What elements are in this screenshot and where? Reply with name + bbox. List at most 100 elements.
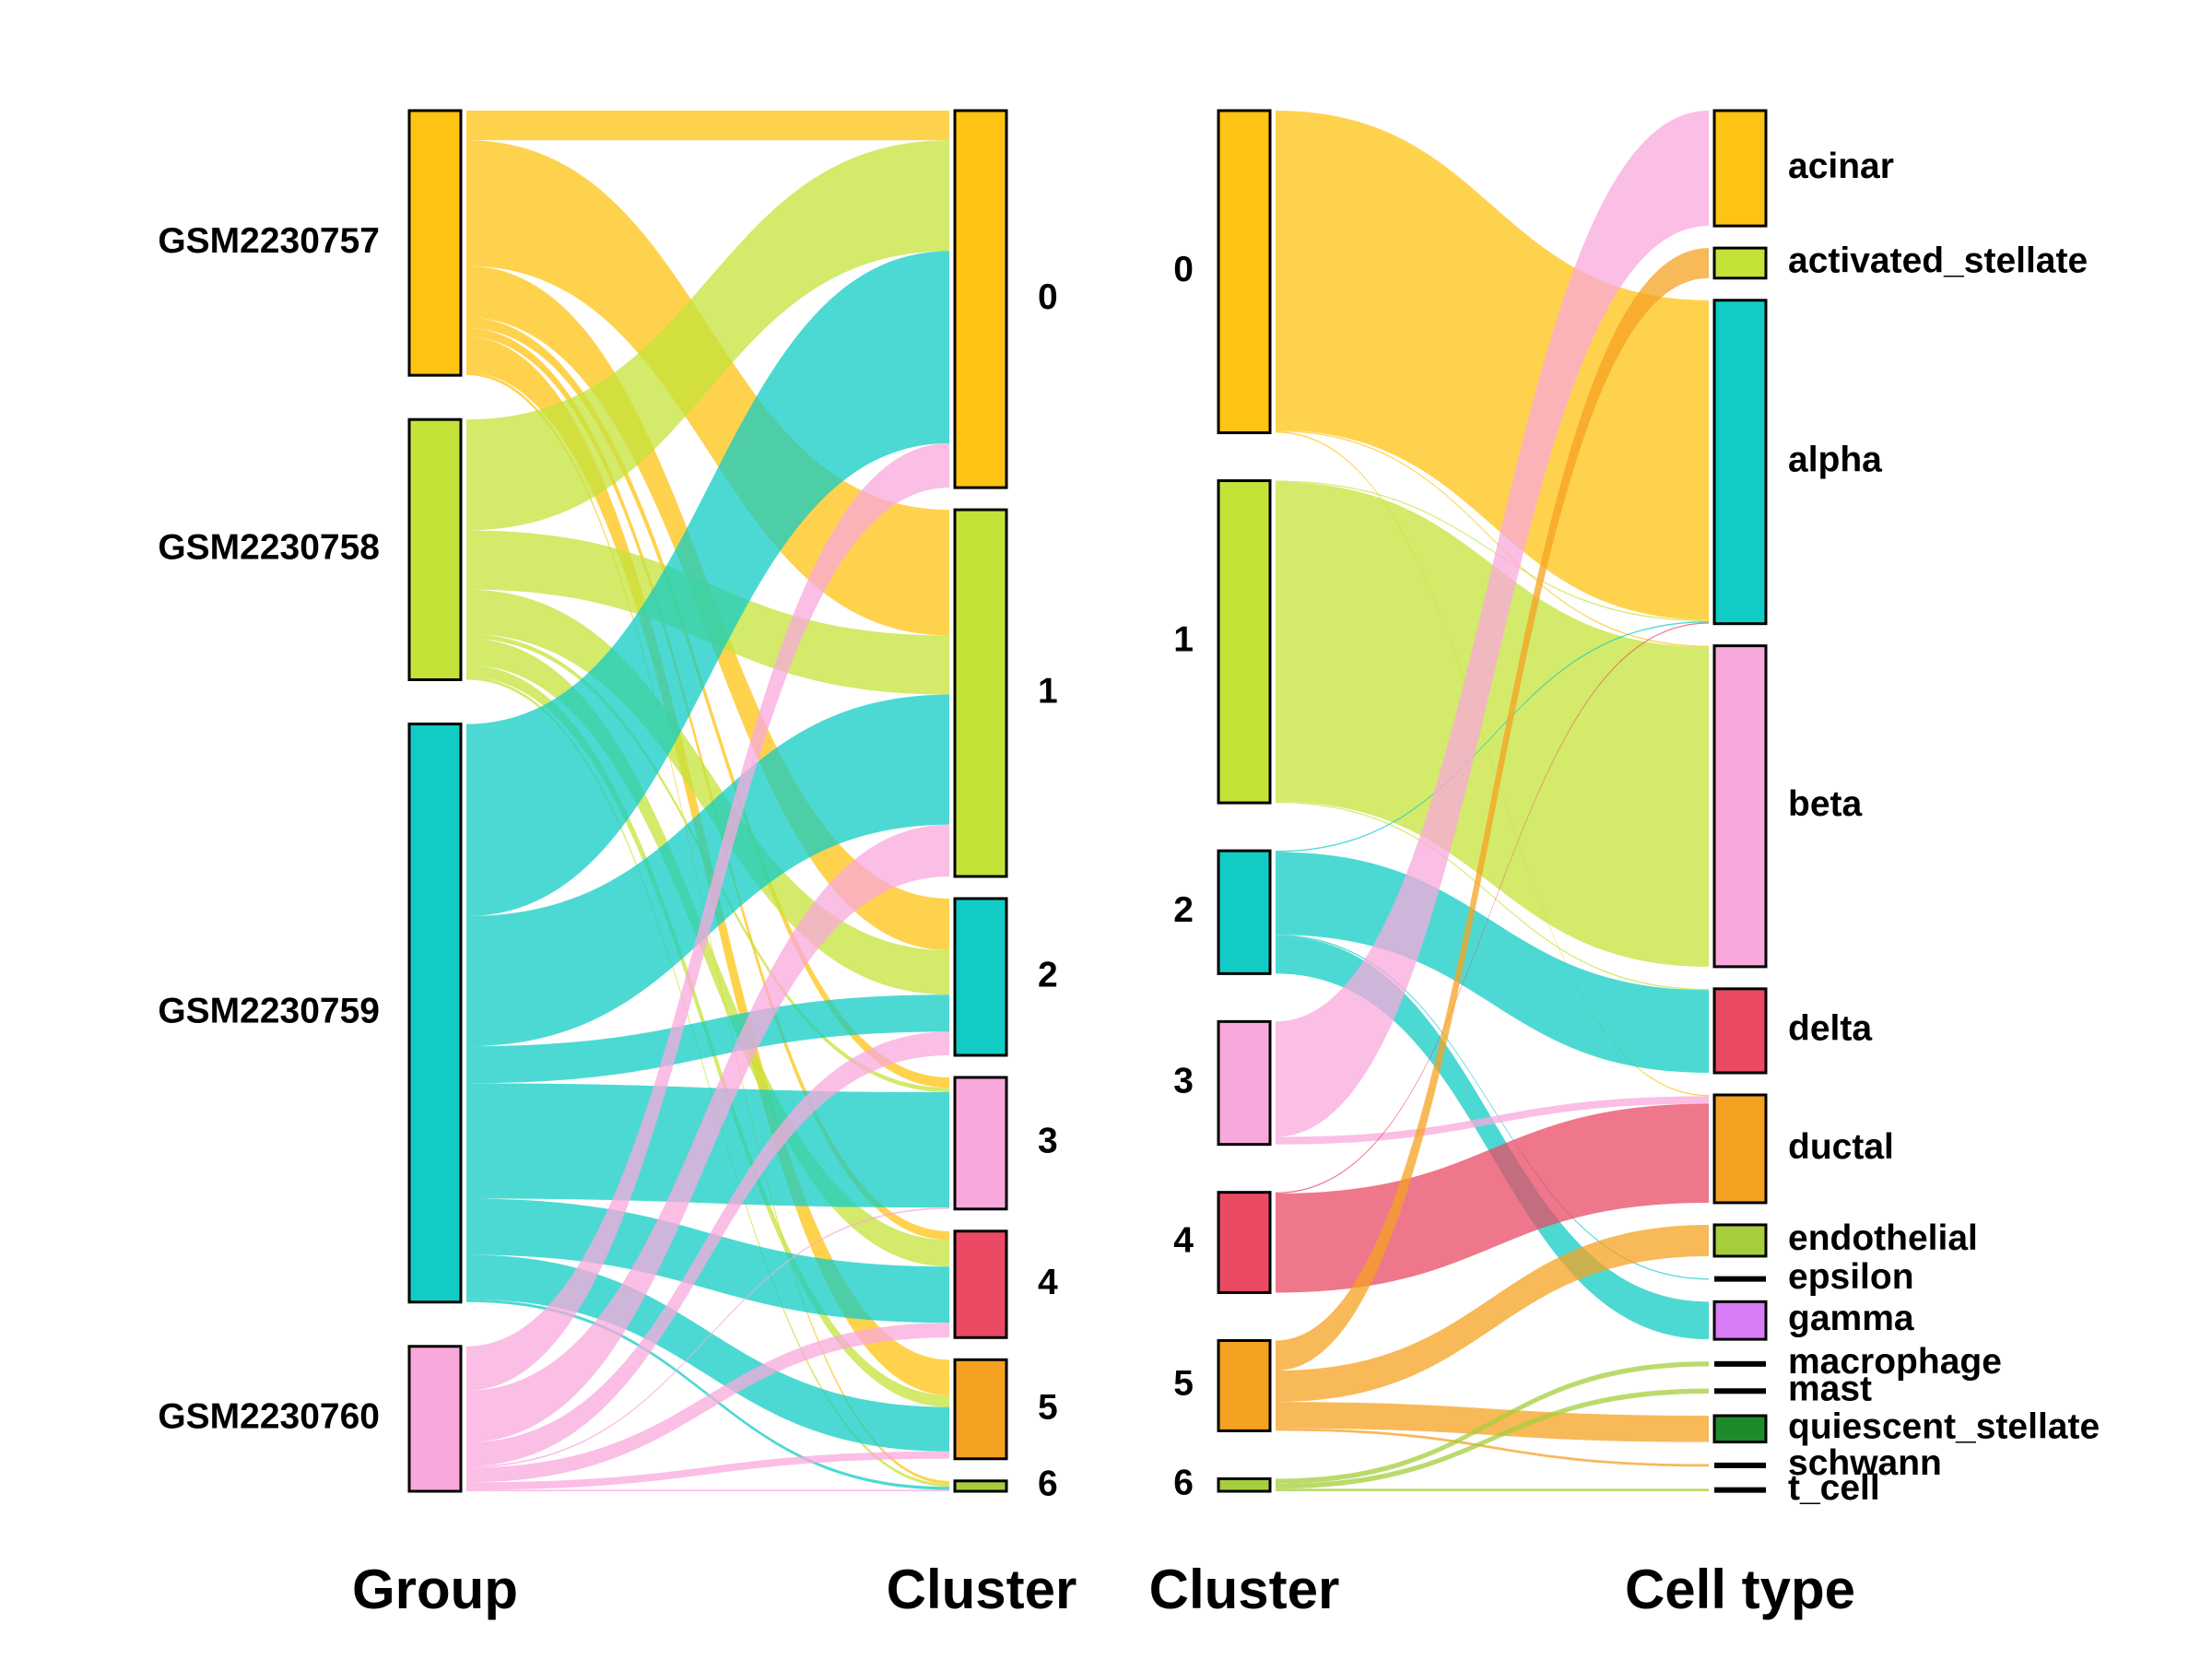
flow-0-to-beta — [1276, 429, 1709, 648]
node-5 — [1217, 1338, 1272, 1432]
flow-gsm2230759-to-5 — [466, 1254, 949, 1452]
flow-gsm2230759-to-2 — [466, 994, 949, 1084]
flow-gsm2230758-to-2 — [466, 589, 949, 995]
right-nodes: 0 1 2 3 4 5 6 — [953, 109, 1058, 1504]
flow-3-to-ductal — [1276, 1096, 1709, 1145]
node-label-delta: delta — [1788, 1009, 1872, 1049]
node-6 — [953, 1479, 1008, 1493]
node-label-4: 4 — [1038, 1263, 1058, 1302]
flow-gsm2230759-to-1 — [466, 694, 949, 1047]
flow-1-to-beta — [1276, 481, 1709, 967]
node-1 — [1217, 479, 1272, 805]
flow-5-to-endothelial — [1276, 1224, 1709, 1403]
node-label-1: 1 — [1038, 671, 1058, 711]
node-alpha — [1712, 299, 1768, 626]
flow-6-to-macrophage — [1276, 1361, 1709, 1484]
node-gsm2230758 — [407, 418, 463, 682]
flows — [466, 111, 949, 1491]
node-beta — [1712, 644, 1768, 969]
node-label-endothelial: endothelial — [1788, 1218, 1978, 1258]
node-label-epsilon: epsilon — [1788, 1257, 1914, 1297]
node-label-6: 6 — [1038, 1465, 1058, 1504]
node-gsm2230757 — [407, 109, 463, 377]
flow-gsm2230760-to-1 — [466, 824, 949, 1443]
node-label-ductal: ductal — [1788, 1127, 1894, 1167]
flows — [1276, 111, 1709, 1491]
flow-0-to-alpha — [1276, 111, 1709, 620]
node-gamma — [1712, 1300, 1768, 1341]
node-1 — [953, 508, 1008, 878]
flow-2-to-epsilon — [1276, 935, 1709, 1280]
flow-6-to-t-cell — [1276, 1488, 1709, 1491]
group-cluster-sankey: GSM2230757 GSM2230758 GSM2230759 GSM2230760… — [158, 109, 1077, 1620]
node-label-5: 5 — [1173, 1364, 1194, 1404]
node-label-macrophage: macrophage — [1788, 1342, 2002, 1382]
node-gsm2230760 — [407, 1345, 463, 1493]
node-endothelial — [1712, 1223, 1768, 1258]
flow-2-to-alpha — [1276, 620, 1709, 853]
flow-gsm2230760-to-6 — [466, 1489, 949, 1491]
node-label-2: 2 — [1038, 955, 1058, 994]
flow-gsm2230760-to-4 — [466, 1323, 949, 1483]
node-2 — [1217, 849, 1272, 975]
flow-3-to-acinar — [1276, 111, 1709, 1137]
node-label-mast: mast — [1788, 1370, 1872, 1409]
flow-gsm2230760-to-3 — [466, 1207, 949, 1468]
node-gsm2230759 — [407, 723, 463, 1304]
node-0 — [1217, 109, 1272, 435]
node-label-t-cell: t_cell — [1788, 1468, 1880, 1508]
node-label-acinar: acinar — [1788, 147, 1894, 186]
node-label-0: 0 — [1038, 277, 1058, 317]
flow-gsm2230758-to-4 — [466, 638, 949, 1267]
node-label-4: 4 — [1173, 1220, 1194, 1260]
node-macrophage — [1714, 1360, 1766, 1367]
node-5 — [953, 1358, 1008, 1461]
axis-title-cluster: Cluster — [887, 1559, 1077, 1620]
node-label-3: 3 — [1173, 1061, 1194, 1100]
node-quiescent-stellate — [1712, 1414, 1768, 1444]
node-label-2: 2 — [1173, 890, 1194, 930]
flow-gsm2230757-to-0 — [466, 111, 949, 141]
node-6 — [1217, 1477, 1272, 1493]
flow-gsm2230760-to-2 — [466, 1031, 949, 1466]
flow-2-to-gamma — [1276, 935, 1709, 1340]
flow-6-to-mast — [1276, 1388, 1709, 1489]
node-label-gsm2230759: GSM2230759 — [158, 991, 380, 1030]
flow-gsm2230760-to-5 — [466, 1451, 949, 1490]
flow-gsm2230757-to-3 — [466, 317, 949, 1088]
node-label-6: 6 — [1173, 1463, 1194, 1502]
node-4 — [1217, 1191, 1272, 1294]
left-nodes: GSM2230757 GSM2230758 GSM2230759 GSM2230760 — [158, 109, 463, 1493]
node-ductal — [1712, 1093, 1768, 1205]
node-acinar — [1712, 109, 1768, 228]
node-label-1: 1 — [1173, 620, 1194, 660]
node-label-5: 5 — [1038, 1387, 1058, 1427]
node-3 — [953, 1076, 1008, 1211]
node-t-cell — [1714, 1487, 1766, 1493]
node-label-gsm2230758: GSM2230758 — [158, 528, 380, 568]
node-label-beta: beta — [1788, 784, 1863, 824]
node-epsilon — [1714, 1276, 1766, 1282]
flow-gsm2230759-to-0 — [466, 251, 949, 917]
node-3 — [1217, 1019, 1272, 1147]
node-label-activated-stellate: activated_stellate — [1788, 241, 2088, 281]
node-label-gsm2230760: GSM2230760 — [158, 1397, 380, 1437]
node-label-0: 0 — [1173, 250, 1194, 289]
axis-title-cell-type: Cell type — [1625, 1559, 1855, 1620]
flow-gsm2230760-to-0 — [466, 442, 949, 1391]
node-label-gamma: gamma — [1788, 1299, 1914, 1338]
node-label-schwann: schwann — [1788, 1443, 1942, 1483]
node-label-gsm2230757: GSM2230757 — [158, 221, 380, 261]
node-4 — [953, 1230, 1008, 1339]
flow-gsm2230758-to-6 — [466, 677, 949, 1488]
node-2 — [953, 897, 1008, 1057]
flow-5-to-activated-stellate — [1276, 248, 1709, 1371]
node-activated-stellate — [1712, 246, 1768, 280]
flow-5-to-schwann — [1276, 1428, 1709, 1467]
flow-1-to-alpha — [1276, 480, 1709, 621]
axis-title-group: Group — [352, 1559, 518, 1620]
flow-1-to-delta — [1276, 801, 1709, 991]
